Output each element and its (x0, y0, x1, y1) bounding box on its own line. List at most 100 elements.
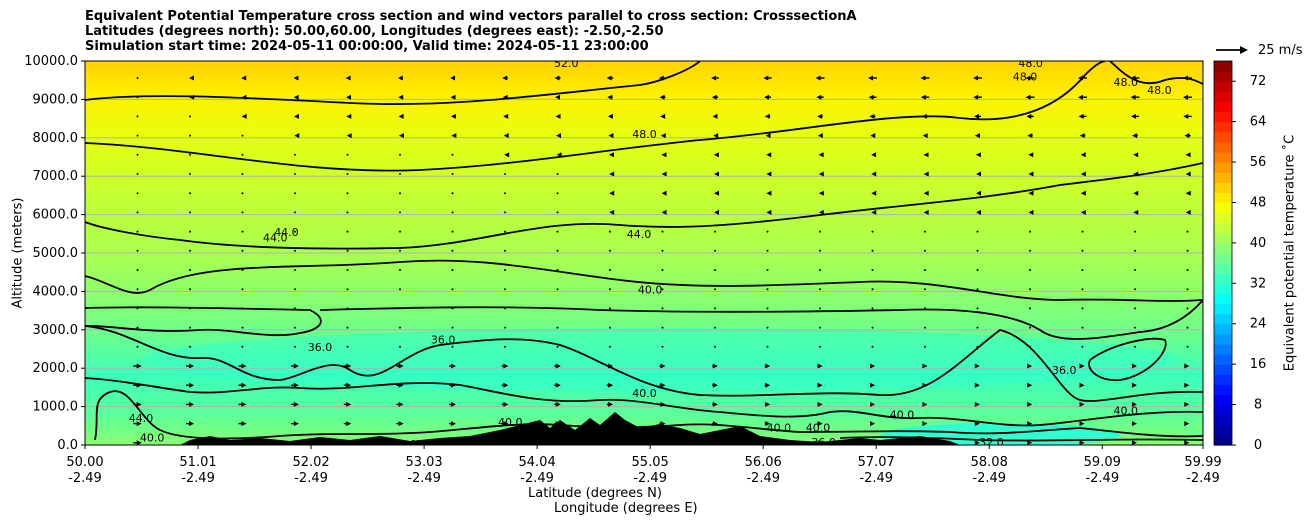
wind-vector (766, 307, 769, 310)
wind-vector (1134, 269, 1136, 271)
wind-vector (765, 440, 771, 445)
wind-vector (136, 326, 139, 329)
wind-vector (870, 133, 876, 139)
chart-title: Equivalent Potential Temperature cross s… (85, 9, 857, 54)
contour-32 (839, 436, 1203, 442)
wind-vector (189, 173, 191, 175)
contour-label: 44.0 (274, 226, 299, 239)
wind-vector (1184, 363, 1190, 369)
contour-label: 36.0 (811, 436, 836, 449)
wind-vector (241, 326, 244, 329)
wind-vector (712, 440, 718, 445)
wind-vector (1133, 190, 1139, 196)
wind-vector (556, 345, 559, 348)
contour-label: 44.0 (129, 412, 154, 425)
wind-vector (609, 288, 611, 291)
x-tick-label-lon: -2.49 (1186, 471, 1220, 486)
wind-vector (923, 171, 929, 177)
wind-vector (1026, 113, 1032, 119)
wind-vector (922, 401, 928, 407)
wind-vector (976, 345, 979, 348)
wind-vector (1081, 269, 1084, 271)
wind-vector (294, 153, 296, 156)
x-tick-label-lon: -2.49 (407, 471, 441, 486)
wind-vector (976, 249, 979, 252)
contour-label: 52.0 (554, 57, 579, 70)
x-axis-label-2: Longitude (degrees E) (554, 501, 698, 516)
wind-vector (554, 75, 560, 81)
wind-vector (451, 269, 454, 271)
wind-vector (714, 288, 716, 291)
x-tick-label-lat: 59.99 (1184, 455, 1221, 470)
wind-vector (1027, 363, 1033, 369)
wind-vector (1081, 230, 1084, 233)
wind-vector (1134, 307, 1136, 310)
colorbar-tick-label: 64 (1250, 115, 1267, 130)
y-tick-label: 9000.0 (33, 92, 79, 107)
wind-vector (556, 288, 559, 291)
wind-vector (555, 363, 561, 369)
wind-vector (556, 192, 559, 195)
reference-arrow-head (1240, 46, 1248, 54)
wind-vector (399, 288, 401, 291)
x-tick-label-lon: -2.49 (859, 471, 893, 486)
contour-48-mid (85, 162, 1203, 250)
wind-vector (712, 421, 718, 427)
wind-vector (871, 209, 877, 215)
wind-vector (1186, 326, 1189, 329)
wind-vector (819, 288, 821, 291)
wind-vector (766, 230, 769, 233)
wind-vector (870, 363, 876, 369)
contour-label: 40.0 (498, 416, 523, 429)
wind-vector (974, 382, 980, 388)
wind-vector (923, 209, 929, 215)
wind-vector (924, 307, 926, 310)
wind-vector (1134, 249, 1136, 252)
wind-vector (764, 94, 770, 100)
wind-vector (1132, 133, 1138, 139)
y-tick-label: 0.0 (57, 438, 78, 453)
wind-vector (819, 249, 821, 252)
contour-label: 40.0 (632, 387, 657, 400)
wind-vector (136, 230, 139, 233)
wind-vector (293, 421, 299, 427)
wind-vector (765, 421, 771, 427)
wind-vector (450, 363, 456, 369)
x-tick-label-lon: -2.49 (972, 471, 1006, 486)
wind-vector (1184, 440, 1190, 445)
wind-vector (1081, 345, 1084, 348)
wind-vector (924, 288, 926, 291)
colorbar-segment (1214, 162, 1232, 173)
wind-vector (504, 211, 506, 214)
wind-vector (660, 440, 666, 445)
wind-vector (714, 307, 716, 310)
wind-vector (712, 382, 718, 388)
contour-label: 40.0 (140, 431, 165, 444)
x-tick-label-lat: 54.04 (519, 455, 556, 470)
wind-vector (606, 75, 612, 81)
wind-vector (189, 115, 191, 118)
wind-vector (1184, 133, 1190, 139)
wind-vector (714, 326, 716, 329)
contour-label: 48.0 (1013, 70, 1038, 83)
wind-vector (136, 249, 139, 252)
contour-52 (85, 61, 701, 105)
wind-vector (504, 192, 506, 195)
colorbar-segment (1214, 293, 1232, 305)
wind-vector (1079, 133, 1085, 139)
wind-vector (293, 382, 299, 388)
wind-vector (920, 94, 926, 100)
wind-vector (817, 401, 823, 407)
wind-vector (1184, 382, 1190, 388)
wind-vector (346, 382, 352, 388)
wind-vector (450, 401, 456, 407)
colorbar-segment (1214, 111, 1232, 123)
wind-vector (502, 75, 508, 81)
wind-vector (451, 153, 454, 156)
wind-vector (451, 345, 454, 348)
wind-vector (345, 75, 351, 81)
wind-vector (924, 345, 926, 348)
y-tick-label: 5000.0 (33, 246, 79, 261)
wind-vector (241, 173, 244, 175)
